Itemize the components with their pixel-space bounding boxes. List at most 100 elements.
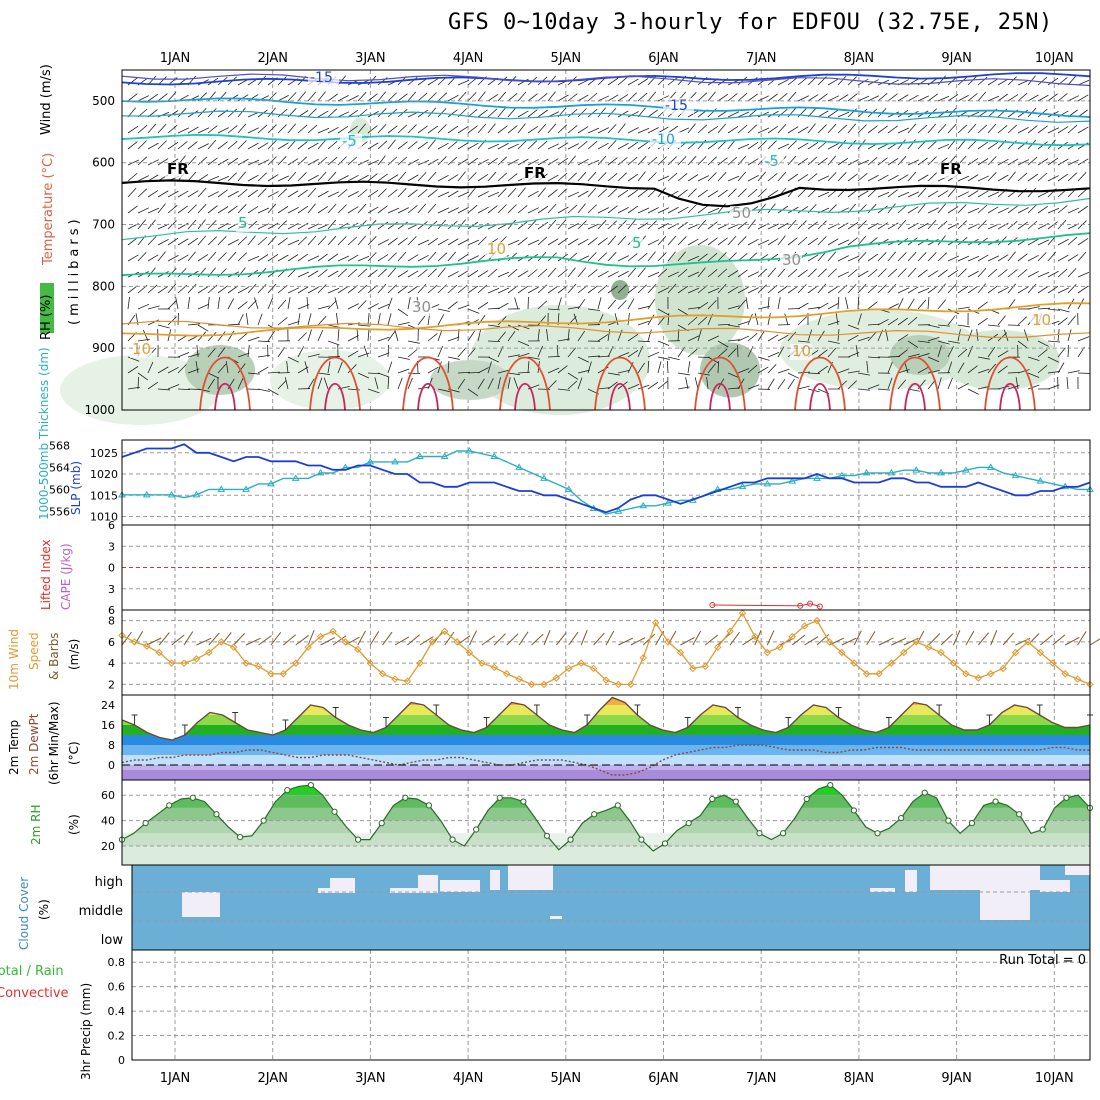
wind-barb bbox=[917, 353, 930, 358]
wind-barb bbox=[507, 372, 520, 376]
wind-barb bbox=[297, 172, 307, 182]
wind-barb bbox=[227, 190, 239, 198]
wind-barb bbox=[1027, 125, 1038, 134]
wind-barb bbox=[697, 316, 708, 326]
wind-barb bbox=[967, 76, 977, 86]
wind-barb bbox=[787, 268, 798, 278]
wind-barb bbox=[857, 235, 867, 246]
wind-barb bbox=[447, 174, 459, 182]
wind-barb bbox=[237, 171, 247, 182]
wind-barb bbox=[357, 123, 367, 134]
wind-barb bbox=[327, 287, 340, 294]
wind-barb bbox=[607, 271, 619, 278]
wind-barb bbox=[217, 236, 227, 246]
wind-barb bbox=[387, 267, 397, 278]
wind-barb bbox=[897, 174, 909, 182]
wind-barb bbox=[307, 629, 315, 646]
wind-barb bbox=[847, 76, 857, 86]
pressure-tick-label: 500 bbox=[92, 94, 115, 108]
wind-barb bbox=[427, 237, 439, 246]
wind-barb bbox=[527, 125, 539, 134]
wind-barb bbox=[387, 331, 396, 342]
slp-tick-label: 1020 bbox=[90, 468, 118, 481]
wind-barb bbox=[617, 94, 629, 102]
wind-barb bbox=[297, 332, 307, 342]
wind-barb bbox=[547, 91, 556, 102]
wind-barb bbox=[127, 237, 138, 246]
lifted-tick-label: 0 bbox=[108, 562, 115, 575]
cloud-gap bbox=[182, 892, 220, 917]
wind-barb bbox=[287, 139, 297, 150]
wind-barb bbox=[217, 158, 229, 166]
isotherm-line bbox=[121, 179, 1091, 208]
lifted-marker bbox=[816, 603, 823, 610]
wind-speed-marker bbox=[1036, 648, 1045, 657]
wind-barb bbox=[687, 255, 700, 262]
wind-barb bbox=[597, 334, 609, 342]
rh-marker bbox=[992, 798, 999, 805]
slp-line bbox=[121, 443, 1091, 514]
wind-barb bbox=[377, 352, 390, 358]
wind-barb bbox=[1007, 158, 1019, 166]
wind-barb bbox=[927, 297, 930, 310]
wind-barb bbox=[287, 158, 299, 166]
rh-marker bbox=[166, 802, 173, 809]
wind-barb bbox=[227, 298, 235, 310]
wind-barb bbox=[627, 156, 638, 166]
wind-barb bbox=[167, 366, 179, 374]
wind-barb bbox=[247, 345, 250, 358]
wind-barb bbox=[557, 157, 569, 166]
wind-barb bbox=[245, 637, 261, 646]
wind-barb bbox=[797, 284, 807, 294]
wind-barb bbox=[277, 346, 286, 358]
wind-barb bbox=[307, 187, 317, 198]
thickness-marker bbox=[639, 501, 648, 509]
wind-barb bbox=[227, 157, 239, 166]
wind-barb bbox=[227, 330, 235, 342]
wind-barb bbox=[147, 284, 158, 294]
wind-barb bbox=[493, 633, 506, 646]
wind-barb bbox=[437, 174, 449, 182]
wind-barb bbox=[137, 372, 149, 381]
wind-barb bbox=[567, 380, 578, 390]
wind-barb bbox=[937, 220, 948, 230]
wind-barb bbox=[457, 253, 469, 262]
wind-barb bbox=[897, 127, 910, 134]
wind-barb bbox=[927, 123, 937, 134]
wind-barb bbox=[347, 222, 359, 230]
wind-barb bbox=[307, 142, 319, 150]
thickness-line bbox=[122, 450, 1090, 515]
wind-barb bbox=[1067, 172, 1078, 182]
wind-barb bbox=[137, 124, 148, 134]
wind-barb bbox=[747, 238, 759, 246]
slp-label: SLP (mb) bbox=[69, 461, 83, 515]
wind-barb bbox=[1047, 93, 1058, 102]
wind-barb bbox=[727, 348, 737, 358]
wind-barb bbox=[617, 110, 629, 118]
wind-barb bbox=[853, 630, 862, 646]
wind-barb bbox=[847, 189, 858, 198]
wind-barb bbox=[727, 235, 737, 246]
wind-barb bbox=[307, 353, 320, 358]
rh-marker bbox=[142, 820, 149, 827]
wind-barb bbox=[417, 109, 429, 118]
wind-barb bbox=[317, 235, 327, 246]
wind-barb bbox=[367, 206, 379, 214]
contour-label-bg bbox=[730, 206, 752, 222]
wind-barb bbox=[717, 123, 727, 134]
wind-barb bbox=[847, 370, 860, 374]
wind-barb bbox=[537, 93, 548, 102]
wind-barb bbox=[377, 91, 387, 102]
contour-label: FR bbox=[167, 160, 189, 178]
wind-barb bbox=[497, 188, 507, 198]
wind-barb bbox=[957, 191, 969, 198]
wind-barb bbox=[245, 313, 249, 326]
wind-barb bbox=[614, 313, 619, 326]
wind-barb bbox=[147, 190, 159, 198]
wind-barb bbox=[167, 283, 177, 294]
rh2m-label: 2m RH bbox=[29, 805, 43, 846]
wind-barb bbox=[377, 108, 387, 118]
wind-barb bbox=[1057, 308, 1070, 313]
wind-barb bbox=[977, 267, 987, 278]
wind-barb bbox=[387, 237, 398, 246]
